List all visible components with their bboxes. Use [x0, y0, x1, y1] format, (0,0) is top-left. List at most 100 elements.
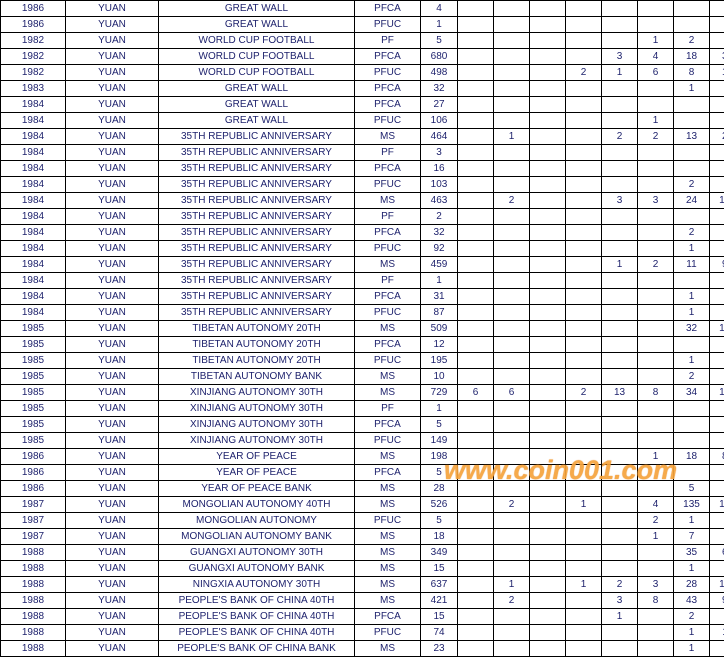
cell-count-6[interactable] [638, 401, 674, 417]
cell-count-6[interactable] [638, 209, 674, 225]
cell-grade[interactable]: PFUC [355, 17, 421, 33]
cell-count-3[interactable] [530, 145, 566, 161]
cell-year[interactable]: 1984 [1, 129, 66, 145]
cell-count-3[interactable] [530, 33, 566, 49]
cell-count-6[interactable] [638, 161, 674, 177]
cell-count-1[interactable] [458, 49, 494, 65]
cell-count-5[interactable]: 3 [602, 193, 638, 209]
cell-count-2[interactable]: 6 [494, 385, 530, 401]
cell-grade[interactable]: PFUC [355, 513, 421, 529]
cell-count-2[interactable]: 2 [494, 593, 530, 609]
cell-type[interactable]: 35TH REPUBLIC ANNIVERSARY [159, 209, 355, 225]
cell-count-3[interactable] [530, 465, 566, 481]
cell-denomination[interactable]: YUAN [66, 161, 159, 177]
cell-count-1[interactable] [458, 305, 494, 321]
cell-count-6[interactable]: 4 [638, 49, 674, 65]
cell-count-1[interactable] [458, 433, 494, 449]
cell-count-7[interactable] [674, 273, 710, 289]
cell-count-8[interactable]: 35 [710, 49, 724, 65]
cell-year[interactable]: 1984 [1, 209, 66, 225]
cell-type[interactable]: 35TH REPUBLIC ANNIVERSARY [159, 241, 355, 257]
cell-year[interactable]: 1983 [1, 81, 66, 97]
cell-year[interactable]: 1984 [1, 113, 66, 129]
cell-year[interactable]: 1984 [1, 241, 66, 257]
cell-grade[interactable]: PFCA [355, 417, 421, 433]
cell-count-7[interactable] [674, 145, 710, 161]
cell-count-1[interactable] [458, 465, 494, 481]
cell-denomination[interactable]: YUAN [66, 177, 159, 193]
cell-count-4[interactable] [566, 433, 602, 449]
cell-type[interactable]: TIBETAN AUTONOMY BANK [159, 369, 355, 385]
cell-grade[interactable]: MS [355, 369, 421, 385]
cell-count-2[interactable] [494, 177, 530, 193]
cell-total[interactable]: 149 [421, 433, 458, 449]
cell-count-3[interactable] [530, 625, 566, 641]
cell-type[interactable]: NINGXIA AUTONOMY 30TH [159, 577, 355, 593]
cell-type[interactable]: 35TH REPUBLIC ANNIVERSARY [159, 273, 355, 289]
cell-count-7[interactable]: 1 [674, 641, 710, 657]
cell-count-6[interactable]: 1 [638, 113, 674, 129]
cell-count-1[interactable] [458, 129, 494, 145]
cell-count-8[interactable] [710, 401, 724, 417]
cell-year[interactable]: 1984 [1, 161, 66, 177]
cell-grade[interactable]: MS [355, 561, 421, 577]
cell-count-5[interactable] [602, 289, 638, 305]
cell-year[interactable]: 1986 [1, 465, 66, 481]
cell-count-2[interactable] [494, 545, 530, 561]
cell-count-7[interactable]: 35 [674, 545, 710, 561]
cell-grade[interactable]: PFCA [355, 1, 421, 17]
cell-count-7[interactable] [674, 337, 710, 353]
cell-count-5[interactable]: 2 [602, 577, 638, 593]
cell-count-1[interactable] [458, 17, 494, 33]
cell-count-6[interactable]: 4 [638, 497, 674, 513]
cell-count-5[interactable] [602, 17, 638, 33]
cell-count-8[interactable]: 97 [710, 593, 724, 609]
cell-count-4[interactable] [566, 49, 602, 65]
cell-count-2[interactable] [494, 33, 530, 49]
cell-count-6[interactable] [638, 97, 674, 113]
cell-total[interactable]: 509 [421, 321, 458, 337]
cell-total[interactable]: 31 [421, 289, 458, 305]
cell-count-7[interactable] [674, 433, 710, 449]
cell-count-4[interactable] [566, 401, 602, 417]
cell-type[interactable]: 35TH REPUBLIC ANNIVERSARY [159, 145, 355, 161]
cell-count-5[interactable]: 3 [602, 593, 638, 609]
cell-year[interactable]: 1985 [1, 321, 66, 337]
cell-count-6[interactable] [638, 289, 674, 305]
cell-total[interactable]: 106 [421, 113, 458, 129]
cell-count-4[interactable] [566, 225, 602, 241]
cell-year[interactable]: 1986 [1, 481, 66, 497]
cell-grade[interactable]: PFUC [355, 177, 421, 193]
cell-count-5[interactable] [602, 33, 638, 49]
cell-count-5[interactable]: 1 [602, 65, 638, 81]
cell-count-4[interactable] [566, 97, 602, 113]
cell-count-4[interactable] [566, 1, 602, 17]
cell-count-4[interactable] [566, 209, 602, 225]
cell-count-4[interactable] [566, 353, 602, 369]
cell-total[interactable]: 729 [421, 385, 458, 401]
cell-count-5[interactable] [602, 481, 638, 497]
cell-denomination[interactable]: YUAN [66, 497, 159, 513]
cell-count-8[interactable]: 85 [710, 449, 724, 465]
cell-year[interactable]: 1984 [1, 305, 66, 321]
cell-total[interactable]: 1 [421, 17, 458, 33]
cell-count-7[interactable]: 18 [674, 49, 710, 65]
cell-count-1[interactable] [458, 209, 494, 225]
cell-count-8[interactable]: 150 [710, 385, 724, 401]
cell-grade[interactable]: PFCA [355, 161, 421, 177]
cell-count-5[interactable] [602, 561, 638, 577]
cell-denomination[interactable]: YUAN [66, 17, 159, 33]
cell-count-6[interactable] [638, 609, 674, 625]
cell-year[interactable]: 1984 [1, 193, 66, 209]
cell-count-7[interactable]: 1 [674, 625, 710, 641]
cell-denomination[interactable]: YUAN [66, 257, 159, 273]
cell-type[interactable]: GREAT WALL [159, 81, 355, 97]
cell-count-3[interactable] [530, 529, 566, 545]
cell-count-6[interactable]: 1 [638, 529, 674, 545]
